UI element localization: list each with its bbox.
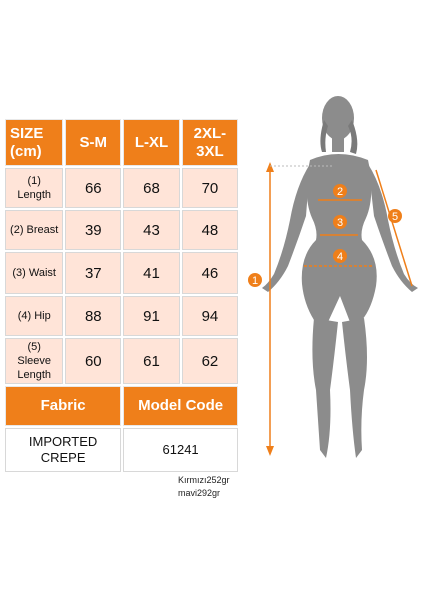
marker-3: 3 <box>333 215 347 229</box>
length-measure-line <box>266 162 332 456</box>
table-row: Fabric Model Code <box>5 386 238 426</box>
fabric-header: Fabric <box>5 386 122 426</box>
table-cell: 62 <box>181 338 238 384</box>
row-label-hip: (4) Hip <box>5 296 64 336</box>
table-cell: 48 <box>181 210 238 250</box>
row-label-sleeve-length: (5) Sleeve Length <box>5 338 64 384</box>
marker-2: 2 <box>333 184 347 198</box>
row-label-line: (1) <box>27 175 41 187</box>
size-chart-table: SIZE (cm) S-M L-XL 2XL- 3XL (1) Length 6… <box>3 117 240 474</box>
table-row: (1) Length 66 68 70 <box>5 168 238 208</box>
row-label-line: (5) <box>27 341 41 353</box>
table-cell: 61 <box>123 338 180 384</box>
marker-5: 5 <box>388 209 402 223</box>
row-label-line: Sleeve <box>17 355 52 367</box>
table-row: IMPORTED CREPE 61241 <box>5 428 238 472</box>
fabric-value-line1: IMPORTED <box>28 434 98 449</box>
size-header-line1: SIZE <box>10 124 44 142</box>
table-cell: 66 <box>65 168 122 208</box>
marker-1: 1 <box>248 273 262 287</box>
table-cell: 39 <box>65 210 122 250</box>
row-label-line: Length <box>17 189 52 201</box>
size-header-cell: SIZE (cm) <box>5 119 64 166</box>
model-code-value: 61241 <box>123 428 238 472</box>
row-label-length: (1) Length <box>5 168 64 208</box>
row-label-breast: (2) Breast <box>5 210 64 250</box>
row-label-line: Length <box>17 369 52 381</box>
row-label-waist: (3) Waist <box>5 252 64 294</box>
table-cell: 60 <box>65 338 122 384</box>
female-silhouette <box>262 96 418 458</box>
table-cell: 88 <box>65 296 122 336</box>
marker-4-label: 4 <box>337 251 343 263</box>
weight-note-blue: mavi292gr <box>178 488 221 498</box>
size-s-m-header: S-M <box>65 119 122 166</box>
size-2xl-line1: 2XL- <box>193 124 227 142</box>
marker-5-label: 5 <box>392 211 398 223</box>
weight-note-red: Kırmızı252gr <box>178 475 230 485</box>
table-cell: 43 <box>123 210 180 250</box>
marker-3-label: 3 <box>337 217 343 229</box>
marker-2-label: 2 <box>337 186 343 198</box>
table-cell: 41 <box>123 252 180 294</box>
size-3xl-line2: 3XL <box>196 142 224 160</box>
table-cell: 68 <box>123 168 180 208</box>
table-cell: 46 <box>181 252 238 294</box>
marker-1-label: 1 <box>252 275 258 287</box>
table-cell: 37 <box>65 252 122 294</box>
size-header-line2: (cm) <box>10 142 42 160</box>
body-measurement-figure: 1 2 3 4 5 <box>248 96 418 458</box>
table-row: (3) Waist 37 41 46 <box>5 252 238 294</box>
size-l-xl-header: L-XL <box>123 119 180 166</box>
sleeve-measure-line <box>375 169 413 287</box>
table-cell: 94 <box>181 296 238 336</box>
fabric-value: IMPORTED CREPE <box>5 428 122 472</box>
size-2xl-3xl-header: 2XL- 3XL <box>181 119 238 166</box>
model-code-header: Model Code <box>123 386 238 426</box>
marker-4: 4 <box>333 249 347 263</box>
table-cell: 91 <box>123 296 180 336</box>
fabric-value-line2: CREPE <box>40 450 86 465</box>
table-cell: 70 <box>181 168 238 208</box>
table-row: (5) Sleeve Length 60 61 62 <box>5 338 238 384</box>
table-row: (2) Breast 39 43 48 <box>5 210 238 250</box>
table-row: (4) Hip 88 91 94 <box>5 296 238 336</box>
